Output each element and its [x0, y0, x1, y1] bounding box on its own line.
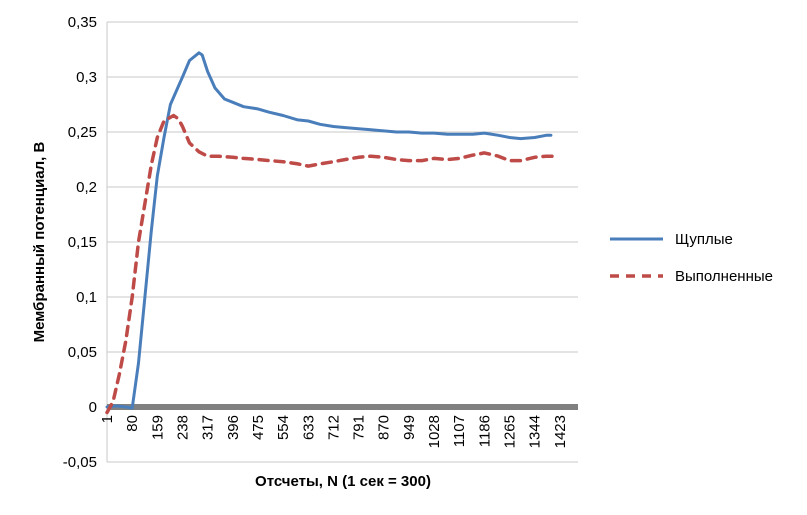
y-tick-label: 0	[89, 399, 97, 416]
x-tick-label: 159	[149, 415, 166, 440]
legend-label-series-1: Выполненные	[675, 268, 773, 285]
y-tick-label: 0,1	[76, 289, 97, 306]
x-tick-label: 1423	[552, 415, 569, 448]
y-tick-label: 0,3	[76, 69, 97, 86]
x-tick-label: 1	[99, 415, 116, 423]
x-tick-labels: 1 80 159 238 317 396 475 554 633 712 791 870 949 1028…	[99, 415, 569, 448]
y-tick-label: 0,05	[68, 344, 97, 361]
x-tick-label: 949	[401, 415, 418, 440]
x-tick-label: 1107	[451, 415, 468, 447]
y-tick-label: 0,2	[76, 179, 97, 196]
x-tick-label: 80	[124, 415, 141, 432]
x-tick-label: 1186	[476, 415, 493, 447]
y-tick-label: 0,35	[68, 14, 97, 31]
x-tick-label: 1265	[502, 415, 519, 448]
series-line-0	[105, 51, 553, 410]
y-tick-label: 0,15	[68, 234, 97, 251]
x-tick-label: 396	[225, 415, 242, 440]
series-line-1	[105, 113, 561, 415]
x-tick-label: 712	[325, 415, 342, 440]
y-tick-labels: -0,05 0 0,05 0,1 0,15 0,2 0,25 0,3 0,35	[63, 14, 97, 471]
x-tick-label: 633	[300, 415, 317, 440]
x-tick-label: 870	[376, 415, 393, 440]
y-tick-label: -0,05	[63, 454, 97, 471]
x-tick-label: 1028	[426, 415, 443, 448]
series-lines	[105, 51, 561, 415]
x-tick-label: 554	[275, 415, 292, 440]
y-tick-label: 0,25	[68, 124, 97, 141]
x-tick-label: 317	[200, 415, 217, 440]
y-axis-title: Мембранный потенциал, В	[31, 141, 48, 342]
x-tick-label: 791	[351, 415, 368, 440]
legend: Щуплые Выполненные	[610, 231, 773, 285]
legend-label-series-0: Щуплые	[675, 231, 733, 248]
x-tick-label: 238	[174, 415, 191, 440]
x-axis-title: Отсчеты, N (1 сек = 300)	[255, 473, 431, 490]
x-tick-label: 1344	[527, 415, 544, 448]
x-tick-label: 475	[250, 415, 267, 440]
